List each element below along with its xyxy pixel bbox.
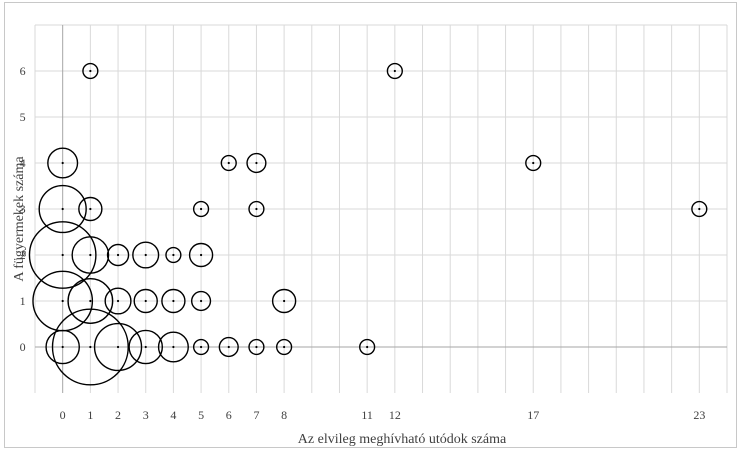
bubble-center-dot [61, 345, 64, 349]
bubble [157, 331, 189, 363]
bubble-center-dot [89, 69, 92, 73]
bubble [133, 288, 158, 314]
bubble [32, 270, 94, 332]
bubble [165, 246, 182, 264]
bubble [246, 152, 267, 174]
bubble [192, 338, 210, 356]
y-axis-title: A fügyermekek száma [12, 156, 27, 282]
bubble-center-dot [61, 207, 64, 211]
bubble-center-dot [199, 345, 203, 349]
x-tick-label: 17 [527, 408, 539, 422]
bubble-center-dot [255, 161, 258, 165]
bubble-center-dot [89, 207, 92, 211]
x-tick-label: 4 [170, 408, 176, 422]
x-tick-label: 23 [693, 408, 705, 422]
bubble-center-dot [172, 299, 175, 303]
x-tick-labels: 0 1 2 3 4 5 6 7 8 11 12 17 23 [60, 408, 706, 422]
y-tick-label: 3 [20, 202, 26, 216]
bubble [78, 196, 103, 222]
bubble-center-dot [283, 299, 286, 303]
bubble-center-dot [61, 253, 64, 257]
bubble-center-dot [227, 345, 230, 349]
bubble-center-dot [116, 345, 120, 349]
bubble-center-dot [89, 345, 92, 349]
bubble [161, 288, 186, 314]
bubble-center-dot [698, 207, 701, 211]
bubble-center-dot [172, 345, 175, 349]
bubble-center-dot [199, 253, 203, 257]
bubble [525, 154, 542, 172]
y-tick-label: 1 [20, 294, 26, 308]
bubble [271, 288, 297, 314]
bubble-center-dot [283, 345, 286, 349]
bubble-center-dot [199, 207, 203, 211]
bubble [248, 338, 265, 356]
bubble [128, 329, 164, 365]
bubble [38, 184, 87, 234]
bubble [67, 278, 114, 324]
bubble-center-dot [61, 299, 64, 303]
y-tick-label: 4 [20, 156, 26, 170]
bubble [188, 242, 214, 268]
bubble [51, 308, 129, 386]
y-tick-label: 6 [20, 64, 26, 78]
x-tick-label: 8 [281, 408, 287, 422]
bubble-center-dot [116, 299, 120, 303]
bubble-center-dot [144, 253, 147, 257]
bubble [691, 200, 708, 218]
x-tick-label: 0 [60, 408, 66, 422]
bubble [132, 241, 160, 269]
x-tick-label: 5 [198, 408, 204, 422]
grid-lines [34, 24, 728, 393]
bubble-center-dot [144, 345, 147, 349]
bubble [218, 336, 239, 358]
bubble-center-dot [255, 207, 258, 211]
bubble [71, 236, 110, 274]
bubble [47, 147, 79, 179]
bubble [104, 287, 132, 315]
x-tick-label: 2 [115, 408, 121, 422]
bubble-center-dot [144, 299, 147, 303]
bubble [192, 200, 210, 218]
bubble-center-dot [89, 253, 92, 257]
x-tick-label: 11 [361, 408, 373, 422]
bubble-center-dot [532, 161, 535, 165]
bubble-center-dot [255, 345, 258, 349]
bubble [93, 322, 143, 372]
bubble-center-dot [116, 253, 120, 257]
bubble-center-dot [366, 345, 369, 349]
y-tick-label: 2 [20, 248, 26, 262]
y-tick-labels: 0 1 2 3 4 5 6 [20, 64, 26, 354]
bubble-center-dot [172, 253, 175, 257]
x-tick-label: 1 [87, 408, 93, 422]
bubble-center-dot [393, 69, 396, 73]
bubble-center-dot [89, 299, 92, 303]
bubble [359, 338, 376, 356]
bubble [386, 62, 403, 80]
bubble [190, 290, 212, 312]
bubble [220, 154, 237, 172]
x-tick-label: 7 [253, 408, 259, 422]
bubble [275, 338, 293, 356]
x-axis-title: Az elvileg meghívható utódok száma [298, 432, 507, 447]
bubble [82, 62, 99, 80]
bubbles [28, 62, 708, 386]
bubble [248, 200, 265, 218]
bubble [28, 221, 97, 289]
bubble-center-dot [227, 161, 230, 165]
bubble-center-dot [199, 299, 203, 303]
x-tick-label: 3 [143, 408, 149, 422]
y-tick-label: 5 [20, 110, 26, 124]
y-tick-label: 0 [20, 340, 26, 354]
bubble-center-dot [61, 161, 64, 165]
x-tick-label: 6 [226, 408, 232, 422]
x-tick-label: 12 [389, 408, 401, 422]
bubble [106, 243, 130, 267]
